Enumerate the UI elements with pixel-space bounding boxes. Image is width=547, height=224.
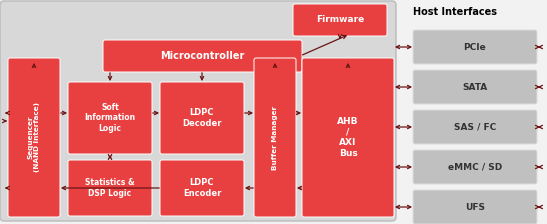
Text: SAS / FC: SAS / FC	[454, 123, 496, 131]
FancyBboxPatch shape	[254, 58, 296, 217]
FancyBboxPatch shape	[302, 58, 394, 217]
Text: UFS: UFS	[465, 202, 485, 211]
FancyBboxPatch shape	[68, 82, 152, 154]
FancyBboxPatch shape	[413, 150, 537, 184]
Text: Sequencer
(NAND Interface): Sequencer (NAND Interface)	[27, 103, 40, 172]
Text: Microcontroller: Microcontroller	[160, 51, 245, 61]
Text: LDPC
Decoder: LDPC Decoder	[182, 108, 222, 128]
Text: Soft
Information
Logic: Soft Information Logic	[84, 103, 136, 133]
FancyBboxPatch shape	[103, 40, 302, 72]
FancyBboxPatch shape	[160, 160, 244, 216]
FancyBboxPatch shape	[413, 70, 537, 104]
Text: Buffer Manager: Buffer Manager	[272, 106, 278, 170]
FancyBboxPatch shape	[0, 1, 396, 221]
FancyBboxPatch shape	[413, 30, 537, 64]
FancyBboxPatch shape	[68, 160, 152, 216]
Text: Firmware: Firmware	[316, 15, 364, 24]
Text: SATA: SATA	[462, 82, 487, 91]
Text: PCIe: PCIe	[464, 43, 486, 52]
FancyBboxPatch shape	[413, 190, 537, 224]
FancyBboxPatch shape	[8, 58, 60, 217]
Text: AHB
/
AXI
Bus: AHB / AXI Bus	[337, 117, 359, 158]
Text: Statistics &
DSP Logic: Statistics & DSP Logic	[85, 178, 135, 198]
FancyBboxPatch shape	[413, 110, 537, 144]
Text: Host Interfaces: Host Interfaces	[413, 7, 497, 17]
Text: eMMC / SD: eMMC / SD	[448, 162, 502, 172]
FancyBboxPatch shape	[160, 82, 244, 154]
Text: LDPC
Encoder: LDPC Encoder	[183, 178, 221, 198]
FancyBboxPatch shape	[293, 4, 387, 36]
